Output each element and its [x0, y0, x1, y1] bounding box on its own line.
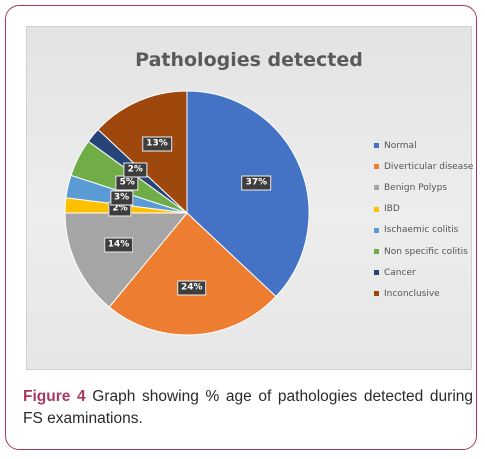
- legend-swatch: [374, 291, 379, 297]
- legend-item-ischaemic-colitis: Ischaemic colitis: [374, 220, 473, 241]
- legend-item-non-specific-colitis: Non specific colitis: [374, 241, 473, 262]
- pie-slice-normal: [186, 90, 310, 298]
- legend-swatch: [374, 227, 379, 233]
- legend-swatch: [374, 249, 379, 255]
- legend-label: IBD: [384, 204, 400, 215]
- figure-caption-label: Figure 4: [23, 388, 86, 405]
- data-label-inconclusive: 13%: [142, 136, 172, 152]
- legend-item-normal: Normal: [374, 135, 473, 156]
- legend-label: Diverticular disease: [384, 161, 474, 172]
- legend-label: Inconclusive: [384, 288, 440, 299]
- legend-swatch: [374, 270, 379, 276]
- legend-swatch: [374, 185, 379, 191]
- figure-caption: Figure 4 Graph showing % age of patholog…: [23, 386, 473, 430]
- pie-slice-diverticular-disease: [108, 212, 277, 336]
- legend-swatch: [374, 206, 379, 212]
- legend-label: Benign Polyps: [384, 182, 448, 193]
- legend-item-benign-polyps: Benign Polyps: [374, 177, 473, 198]
- legend: Normal Diverticular disease Benign Polyps I…: [374, 135, 473, 305]
- legend-item-cancer: Cancer: [374, 262, 473, 283]
- legend-label: Ischaemic colitis: [384, 225, 459, 236]
- legend-label: Normal: [384, 140, 417, 151]
- figure-caption-text: Graph showing % age of pathologies detec…: [23, 388, 474, 427]
- figure-frame: Pathologies detected 37% 24% 14% 2% 3% 5% 2% 13…: [5, 5, 477, 450]
- pie-slice-benign-polyps: [64, 212, 189, 308]
- legend-item-diverticular-disease: Diverticular disease: [374, 156, 473, 177]
- chart-area: Pathologies detected 37% 24% 14% 2% 3% 5% 2% 13…: [26, 26, 473, 370]
- data-label-normal: 37%: [241, 175, 272, 191]
- chart-title: Pathologies detected: [135, 49, 363, 71]
- legend-label: Non specific colitis: [384, 246, 468, 257]
- legend-swatch: [374, 143, 379, 149]
- data-label-ischaemic-colitis: 3%: [109, 190, 134, 206]
- legend-item-ibd: IBD: [374, 199, 473, 220]
- data-label-diverticular-disease: 24%: [176, 280, 207, 296]
- legend-swatch: [374, 164, 379, 170]
- legend-item-inconclusive: Inconclusive: [374, 283, 473, 304]
- legend-label: Cancer: [384, 267, 416, 278]
- data-label-benign-polyps: 14%: [103, 237, 134, 253]
- data-label-cancer: 2%: [123, 162, 147, 178]
- pie-slice-inconclusive: [97, 90, 188, 215]
